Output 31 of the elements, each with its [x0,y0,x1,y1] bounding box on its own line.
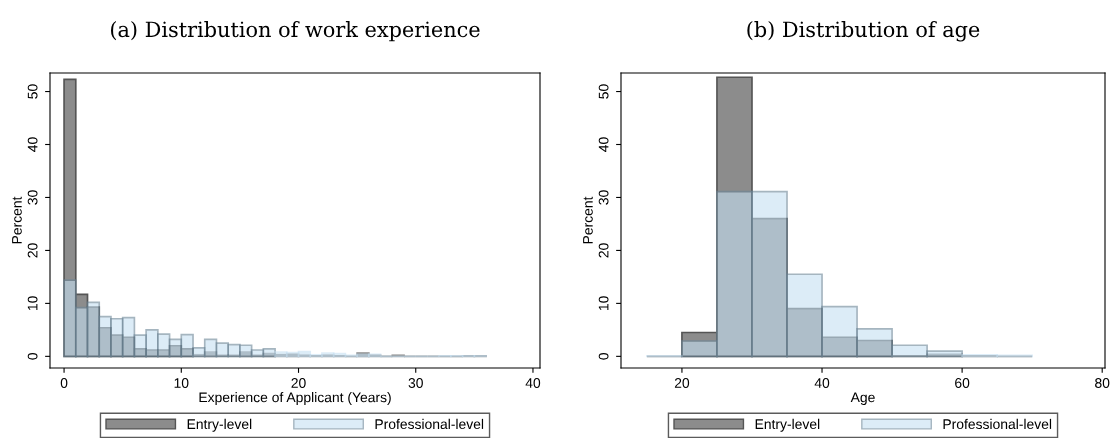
x-tick-label: 60 [955,378,970,388]
y-tick-label: 20 [598,243,609,258]
y-tick-label: 20 [27,243,38,258]
x-axis-title: Age [850,392,875,406]
y-axis-title: Percent [12,196,22,244]
x-tick-label: 0 [60,378,68,388]
x-tick-label: 20 [291,378,306,388]
chart-title: (a) Distribution of work experience [111,21,480,42]
chart-title: (b) Distribution of age [747,21,980,42]
x-tick-label: 10 [174,378,189,388]
x-tick-label: 40 [525,378,541,388]
x-tick-label: 80 [1095,378,1110,388]
x-tick-label: 40 [814,378,830,388]
y-tick-label: 40 [598,137,609,152]
y-tick-label: 50 [598,84,609,99]
y-tick-label: 50 [27,84,38,99]
x-tick-label: 30 [408,378,423,388]
x-tick-label: 20 [674,378,690,388]
y-tick-label: 10 [598,296,609,311]
y-tick-label: 0 [27,353,38,360]
y-tick-label: 30 [27,190,38,205]
y-tick-label: 30 [598,190,609,205]
y-axis-title: Percent [583,196,593,244]
y-tick-label: 40 [27,137,38,152]
x-axis-title: Experience of Applicant (Years) [199,392,391,406]
y-tick-label: 10 [27,296,38,311]
text: Entry-level [755,418,820,432]
legend-label: Professional-level [943,418,1052,430]
legend-label: Entry-level [187,418,252,432]
y-tick-label: 0 [598,353,609,360]
legend-label: Professional-level [375,418,484,430]
